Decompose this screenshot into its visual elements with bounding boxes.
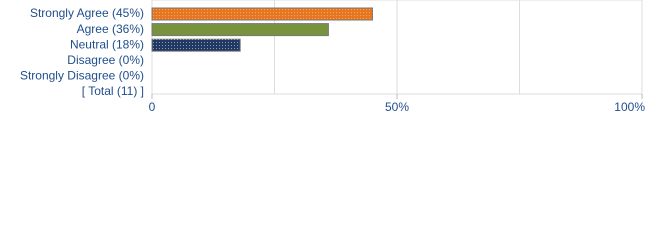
- y-tick-label: Neutral (18%): [70, 37, 144, 51]
- page: 0 50% 100% Strongly Agree (45%) Agree (36%) N…: [0, 0, 665, 118]
- y-tick-label: Strongly Agree (45%): [30, 6, 144, 20]
- y-tick-label: Agree (36%): [77, 22, 144, 36]
- x-tick-label: 0: [149, 100, 156, 114]
- chart: 0 50% 100% Strongly Agree (45%) Agree (36%)N…: [20, 0, 645, 114]
- bar-pattern: [152, 8, 373, 20]
- x-tick-label: 50%: [385, 100, 409, 114]
- bar-pattern: [152, 39, 241, 52]
- x-tick-label: 100%: [614, 100, 645, 114]
- y-tick-label: Disagree (0%): [67, 53, 144, 67]
- bar: [151, 23, 329, 37]
- y-tick-label: Strongly Disagree (0%): [20, 69, 144, 83]
- y-tick-label: [ Total (11) ]: [82, 84, 144, 98]
